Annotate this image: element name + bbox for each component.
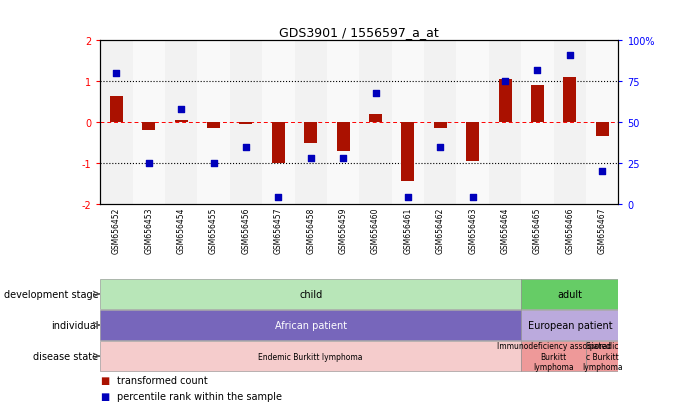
Bar (327, 41, 359, 204)
Text: ■: ■ (100, 392, 109, 401)
Bar (100, 41, 133, 204)
Bar (198, 41, 229, 204)
Bar (586, 41, 618, 204)
Bar (457, 41, 489, 204)
Point (467, 195, 478, 201)
Text: development stage: development stage (4, 289, 99, 299)
Bar (165, 41, 198, 204)
Bar (272, 123, 285, 164)
Title: GDS3901 / 1556597_a_at: GDS3901 / 1556597_a_at (279, 26, 439, 39)
Bar (563, 78, 576, 123)
Text: European patient: European patient (527, 320, 612, 330)
Bar (100, 280, 521, 309)
Text: ■: ■ (100, 375, 109, 385)
Point (143, 160, 154, 167)
Bar (262, 41, 294, 204)
Point (208, 160, 219, 167)
Bar (207, 123, 220, 129)
Point (500, 79, 511, 85)
Text: Sporadic
c Burkitt
lymphoma: Sporadic c Burkitt lymphoma (582, 342, 623, 371)
Text: child: child (299, 289, 323, 299)
Bar (304, 123, 317, 143)
Bar (521, 311, 618, 340)
Bar (489, 41, 521, 204)
Bar (337, 123, 350, 152)
Point (305, 155, 316, 162)
Point (565, 53, 576, 59)
Bar (596, 123, 609, 137)
Bar (521, 341, 586, 371)
Bar (424, 41, 457, 204)
Bar (142, 123, 155, 131)
Bar (466, 123, 479, 161)
Text: individual: individual (51, 320, 99, 330)
Point (597, 169, 608, 175)
Bar (586, 341, 618, 371)
Point (532, 67, 543, 74)
Text: percentile rank within the sample: percentile rank within the sample (117, 392, 283, 401)
Bar (531, 86, 544, 123)
Bar (133, 41, 165, 204)
Point (402, 195, 413, 201)
Bar (392, 41, 424, 204)
Bar (434, 123, 447, 129)
Bar (369, 115, 382, 123)
Text: Endemic Burkitt lymphoma: Endemic Burkitt lymphoma (258, 352, 363, 361)
Bar (359, 41, 392, 204)
Bar (499, 80, 511, 123)
Point (370, 90, 381, 97)
Text: adult: adult (558, 289, 583, 299)
Bar (521, 280, 618, 309)
Point (338, 155, 349, 162)
Text: disease state: disease state (33, 351, 99, 361)
Point (176, 107, 187, 113)
Bar (553, 41, 586, 204)
Bar (229, 41, 262, 204)
Bar (100, 341, 521, 371)
Bar (175, 121, 188, 123)
Point (435, 144, 446, 151)
Bar (521, 41, 553, 204)
Point (240, 144, 252, 151)
Bar (110, 96, 123, 123)
Point (111, 71, 122, 77)
Text: African patient: African patient (274, 320, 347, 330)
Bar (294, 41, 327, 204)
Text: transformed count: transformed count (117, 375, 208, 385)
Bar (401, 123, 415, 182)
Bar (240, 123, 252, 125)
Point (273, 195, 284, 201)
Text: Immunodeficiency associated
Burkitt
lymphoma: Immunodeficiency associated Burkitt lymp… (497, 342, 611, 371)
Bar (100, 311, 521, 340)
